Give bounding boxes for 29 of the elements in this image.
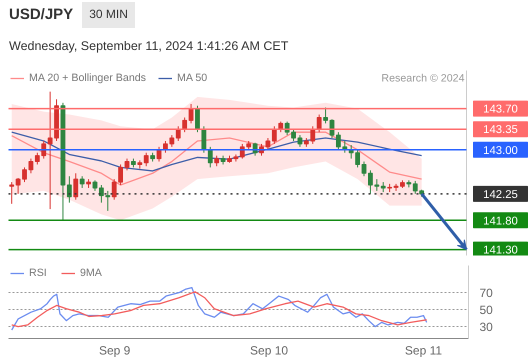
ref-line-label: 143.35 bbox=[483, 124, 518, 136]
y-tick-label: 70 bbox=[480, 286, 494, 300]
legend-label: MA 50 bbox=[177, 72, 208, 84]
candlestick bbox=[316, 114, 322, 133]
candlestick bbox=[156, 146, 162, 162]
candlestick bbox=[73, 172, 78, 200]
x-tick-label: Sep 9 bbox=[98, 344, 131, 358]
chart-title: USD/JPY bbox=[9, 5, 74, 26]
candlestick bbox=[195, 105, 200, 133]
y-tick-label: 50 bbox=[480, 303, 494, 318]
ref-line-label: 142.25 bbox=[483, 188, 518, 201]
x-tick-label: Sep 11 bbox=[404, 344, 442, 358]
ref-line-label: 141.30 bbox=[483, 244, 518, 257]
candlestick bbox=[201, 126, 206, 154]
candlestick bbox=[80, 176, 85, 188]
x-tick-label: Sep 10 bbox=[250, 344, 288, 358]
ref-line-label: 141.80 bbox=[483, 215, 518, 228]
chart-subtitle: Wednesday, September 11, 2024 1:41:26 AM CET bbox=[9, 38, 290, 55]
candlestick bbox=[380, 182, 386, 193]
annotation: Research © 2024 bbox=[381, 72, 465, 84]
legend-label: 9MA bbox=[80, 267, 102, 279]
candlestick bbox=[214, 155, 220, 167]
ref-line-label: 143.70 bbox=[483, 104, 518, 116]
text: 30 MIN bbox=[82, 2, 135, 28]
ref-line-label: 143.00 bbox=[483, 144, 518, 157]
legend-label: RSI bbox=[29, 267, 48, 279]
candlestick bbox=[144, 152, 149, 167]
y-tick-label: 30 bbox=[480, 320, 494, 334]
legend-label: MA 20 + Bollinger Bands bbox=[29, 72, 146, 84]
